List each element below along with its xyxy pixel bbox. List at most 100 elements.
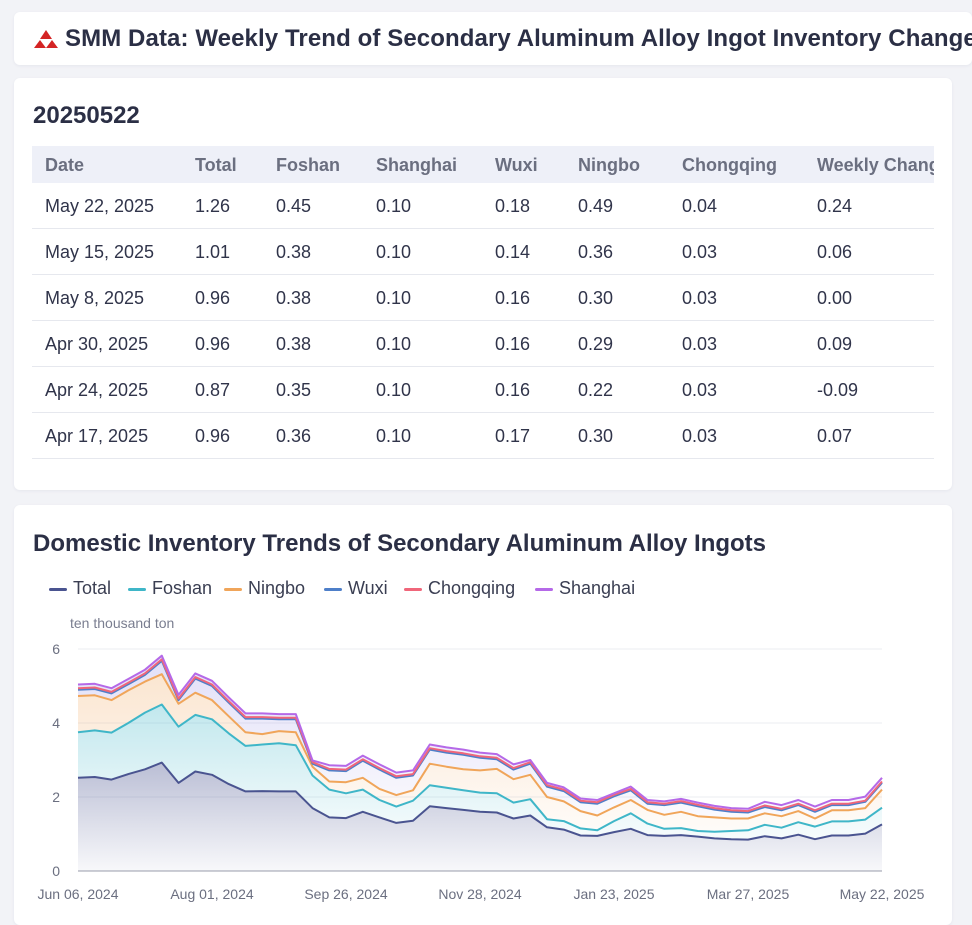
area-total <box>78 762 882 871</box>
cell-date: May 22, 2025 <box>45 196 155 216</box>
series-line-foshan[interactable] <box>77 703 883 833</box>
table-row: May 15, 2025 1.01 0.38 0.10 0.14 0.36 0.… <box>32 229 934 275</box>
cell-total: 0.87 <box>195 380 231 400</box>
x-tick-label: Jan 23, 2025 <box>574 886 655 902</box>
legend-label-total: Total <box>73 578 112 598</box>
header-card: SMM Data: Weekly Trend of Secondary Alum… <box>14 12 972 65</box>
x-tick-label: Jun 06, 2024 <box>38 886 119 902</box>
report-date: 20250522 <box>33 102 140 129</box>
cell-total: 1.26 <box>195 196 231 216</box>
area-ningbo <box>78 674 882 832</box>
cell-weekly-change: -0.09 <box>817 380 859 400</box>
legend-swatch-ningbo <box>224 588 242 591</box>
series-line-total[interactable] <box>77 761 883 841</box>
cell-ningbo: 0.36 <box>578 242 614 262</box>
cell-foshan: 0.38 <box>276 288 312 308</box>
table-header: Date Total Foshan Shanghai Wuxi Ningbo C… <box>32 146 934 183</box>
cell-date: Apr 24, 2025 <box>45 380 149 400</box>
cell-foshan: 0.36 <box>276 426 312 446</box>
x-tick-label: Nov 28, 2024 <box>438 886 521 902</box>
legend-swatch-wuxi <box>324 588 342 591</box>
cell-ningbo: 0.22 <box>578 380 614 400</box>
cell-shanghai: 0.10 <box>376 288 412 308</box>
cell-shanghai: 0.10 <box>376 426 412 446</box>
series-line-wuxi[interactable] <box>77 659 883 814</box>
series-line-shanghai[interactable] <box>77 654 883 810</box>
cell-chongqing: 0.03 <box>682 426 718 446</box>
cell-shanghai: 0.10 <box>376 334 412 354</box>
cell-ningbo: 0.30 <box>578 288 614 308</box>
cell-ningbo: 0.30 <box>578 426 614 446</box>
column-header-foshan: Foshan <box>276 155 341 175</box>
area-foshan <box>78 704 882 840</box>
cell-date: Apr 17, 2025 <box>45 426 149 446</box>
cell-total: 1.01 <box>195 242 231 262</box>
y-tick-label: 4 <box>52 715 60 731</box>
legend-swatch-foshan <box>128 588 146 591</box>
cell-ningbo: 0.29 <box>578 334 614 354</box>
table-row: May 8, 2025 0.96 0.38 0.10 0.16 0.30 0.0… <box>32 275 934 321</box>
cell-weekly-change: 0.06 <box>817 242 853 262</box>
column-header-shanghai: Shanghai <box>376 155 458 175</box>
table-row: Apr 30, 2025 0.96 0.38 0.10 0.16 0.29 0.… <box>32 321 934 367</box>
legend-label-ningbo: Ningbo <box>248 578 306 598</box>
legend-label-wuxi: Wuxi <box>348 578 388 598</box>
cell-shanghai: 0.10 <box>376 242 412 262</box>
chart-title: Domestic Inventory Trends of Secondary A… <box>33 530 767 557</box>
series-line-ningbo[interactable] <box>77 673 883 820</box>
legend-label-foshan: Foshan <box>152 578 213 598</box>
table-row: Apr 17, 2025 0.96 0.36 0.10 0.17 0.30 0.… <box>32 413 934 459</box>
y-tick-label: 6 <box>52 641 60 657</box>
table-row: Apr 24, 2025 0.87 0.35 0.10 0.16 0.22 0.… <box>32 367 934 413</box>
inventory-table-card: 20250522 Date Total Foshan Shanghai Wuxi… <box>14 78 952 490</box>
cell-wuxi: 0.17 <box>495 426 531 446</box>
column-header-weekly-change: Weekly Change <box>817 155 934 175</box>
cell-ningbo: 0.49 <box>578 196 614 216</box>
cell-shanghai: 0.10 <box>376 380 412 400</box>
cell-weekly-change: 0.07 <box>817 426 853 446</box>
cell-weekly-change: 0.24 <box>817 196 853 216</box>
cell-chongqing: 0.03 <box>682 242 718 262</box>
table-row: May 22, 2025 1.26 0.45 0.10 0.18 0.49 0.… <box>32 183 934 229</box>
cell-chongqing: 0.04 <box>682 196 718 216</box>
cell-foshan: 0.35 <box>276 380 312 400</box>
cell-date: Apr 30, 2025 <box>45 334 149 354</box>
x-tick-label: Mar 27, 2025 <box>707 886 790 902</box>
x-tick-label: May 22, 2025 <box>840 886 925 902</box>
cell-chongqing: 0.03 <box>682 288 718 308</box>
series-line-chongqing[interactable] <box>77 658 883 813</box>
cell-wuxi: 0.18 <box>495 196 531 216</box>
cell-total: 0.96 <box>195 426 231 446</box>
y-tick-label: 2 <box>52 789 60 805</box>
cell-wuxi: 0.14 <box>495 242 531 262</box>
cell-weekly-change: 0.09 <box>817 334 853 354</box>
cell-foshan: 0.38 <box>276 334 312 354</box>
cell-wuxi: 0.16 <box>495 380 531 400</box>
inventory-table: Date Total Foshan Shanghai Wuxi Ningbo C… <box>32 146 934 459</box>
column-header-chongqing: Chongqing <box>682 155 777 175</box>
legend-swatch-shanghai <box>535 588 553 591</box>
x-tick-label: Aug 01, 2024 <box>170 886 254 902</box>
legend-swatch-chongqing <box>404 588 422 591</box>
cell-date: May 15, 2025 <box>45 242 155 262</box>
smm-logo-icon <box>34 30 58 48</box>
column-header-wuxi: Wuxi <box>495 155 538 175</box>
cell-wuxi: 0.16 <box>495 288 531 308</box>
column-header-ningbo: Ningbo <box>578 155 640 175</box>
legend-label-shanghai: Shanghai <box>559 578 636 598</box>
column-header-date: Date <box>45 155 85 175</box>
cell-date: May 8, 2025 <box>45 288 145 308</box>
legend-swatch-total <box>49 588 67 591</box>
cell-chongqing: 0.03 <box>682 380 718 400</box>
cell-foshan: 0.38 <box>276 242 312 262</box>
column-header-total: Total <box>195 155 237 175</box>
cell-weekly-change: 0.00 <box>817 288 853 308</box>
y-axis-unit: ten thousand ton <box>70 615 175 631</box>
cell-total: 0.96 <box>195 288 231 308</box>
cell-shanghai: 0.10 <box>376 196 412 216</box>
x-tick-label: Sep 26, 2024 <box>304 886 388 902</box>
cell-foshan: 0.45 <box>276 196 312 216</box>
area-chart: 0 2 4 6 Jun 06, 2024 Aug 01, 2024 Sep 26, 2024… <box>38 641 925 902</box>
cell-chongqing: 0.03 <box>682 334 718 354</box>
inventory-chart-card: Domestic Inventory Trends of Secondary A… <box>14 505 952 925</box>
